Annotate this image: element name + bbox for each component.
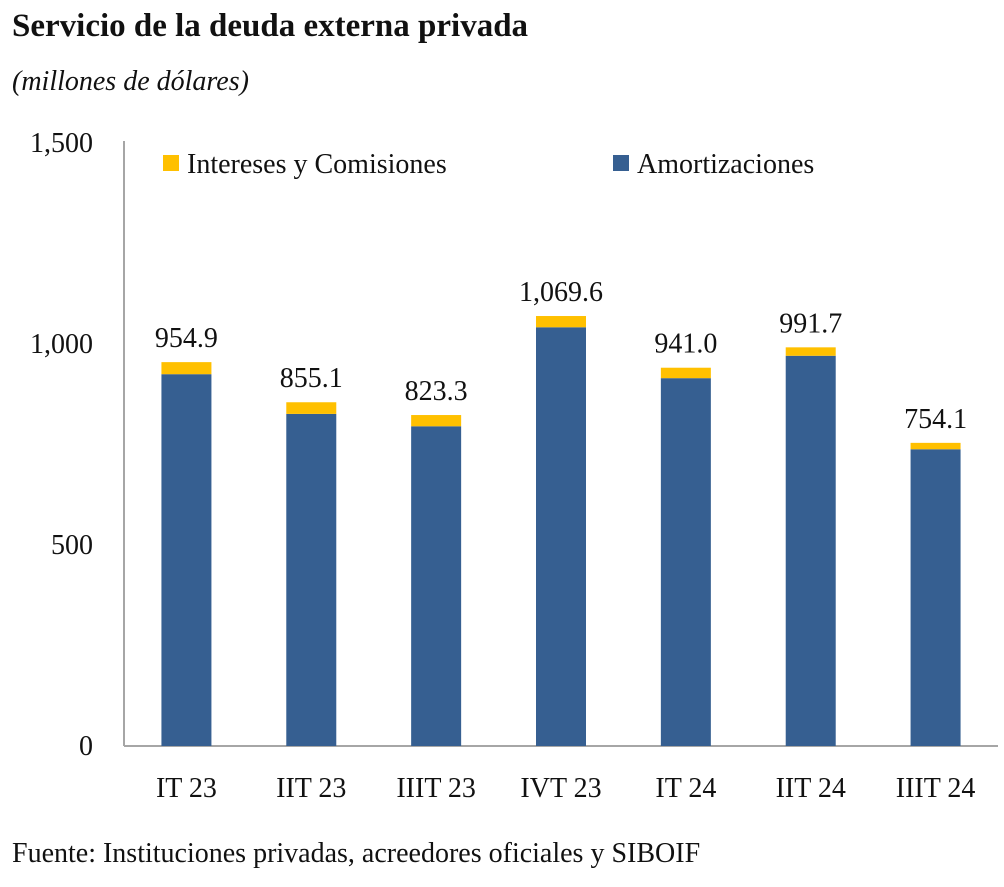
y-tick-label: 0 — [79, 731, 93, 762]
bar-total-label: 823.3 — [405, 376, 468, 407]
y-tick-label: 500 — [51, 530, 93, 561]
amortizaciones-bar-segment — [286, 413, 337, 746]
legend: Intereses y Comisiones Amortizaciones — [163, 149, 814, 180]
x-tick-label: IIT 23 — [276, 773, 346, 804]
bar-total-label: 954.9 — [155, 323, 218, 354]
amortizaciones-bar-segment — [411, 426, 462, 746]
amortizaciones-bar-segment — [536, 327, 586, 746]
bar-total-label: 855.1 — [280, 363, 343, 394]
y-tick-label: 1,000 — [30, 329, 93, 360]
legend-amortizaciones-swatch — [613, 155, 629, 171]
legend-intereses-swatch — [163, 155, 179, 171]
bar-total-label: 754.1 — [904, 404, 967, 435]
bar-total-label: 1,069.6 — [519, 277, 603, 308]
intereses-bar-segment — [286, 402, 337, 414]
intereses-bar-segment — [411, 415, 462, 427]
chart-subtitle: (millones de dólares) — [12, 66, 249, 97]
legend-amortizaciones-label: Amortizaciones — [637, 149, 814, 180]
y-tick-label: 1,500 — [30, 128, 93, 159]
bar-total-label: 941.0 — [654, 329, 717, 360]
y-axis: 0 500 1,000 1,500 — [30, 128, 998, 762]
bar-total-label: 991.7 — [779, 308, 842, 339]
intereses-bar-segment — [161, 362, 212, 375]
intereses-bar-segment — [785, 347, 836, 356]
x-tick-label: IT 24 — [655, 773, 716, 804]
x-tick-label: IIT 24 — [776, 773, 846, 804]
intereses-bar-segment — [660, 367, 711, 379]
x-tick-label: IVT 23 — [520, 773, 601, 804]
legend-intereses-label: Intereses y Comisiones — [187, 149, 447, 180]
x-tick-label: IT 23 — [156, 773, 217, 804]
amortizaciones-bar-segment — [785, 355, 836, 746]
x-tick-label: IIIT 23 — [396, 773, 476, 804]
bars: 954.9 IT 23 855.1 IIT 23 823.3 IIIT 23 1,069.6… — [155, 277, 975, 804]
intereses-bar-segment — [536, 316, 586, 328]
amortizaciones-bar-segment — [910, 449, 961, 746]
amortizaciones-bar-segment — [660, 378, 711, 746]
chart-title: Servicio de la deuda externa privada — [12, 8, 529, 44]
intereses-bar-segment — [910, 442, 961, 450]
amortizaciones-bar-segment — [161, 374, 212, 746]
x-tick-label: IIIT 24 — [896, 773, 976, 804]
source-note: Fuente: Instituciones privadas, acreedor… — [12, 838, 701, 869]
